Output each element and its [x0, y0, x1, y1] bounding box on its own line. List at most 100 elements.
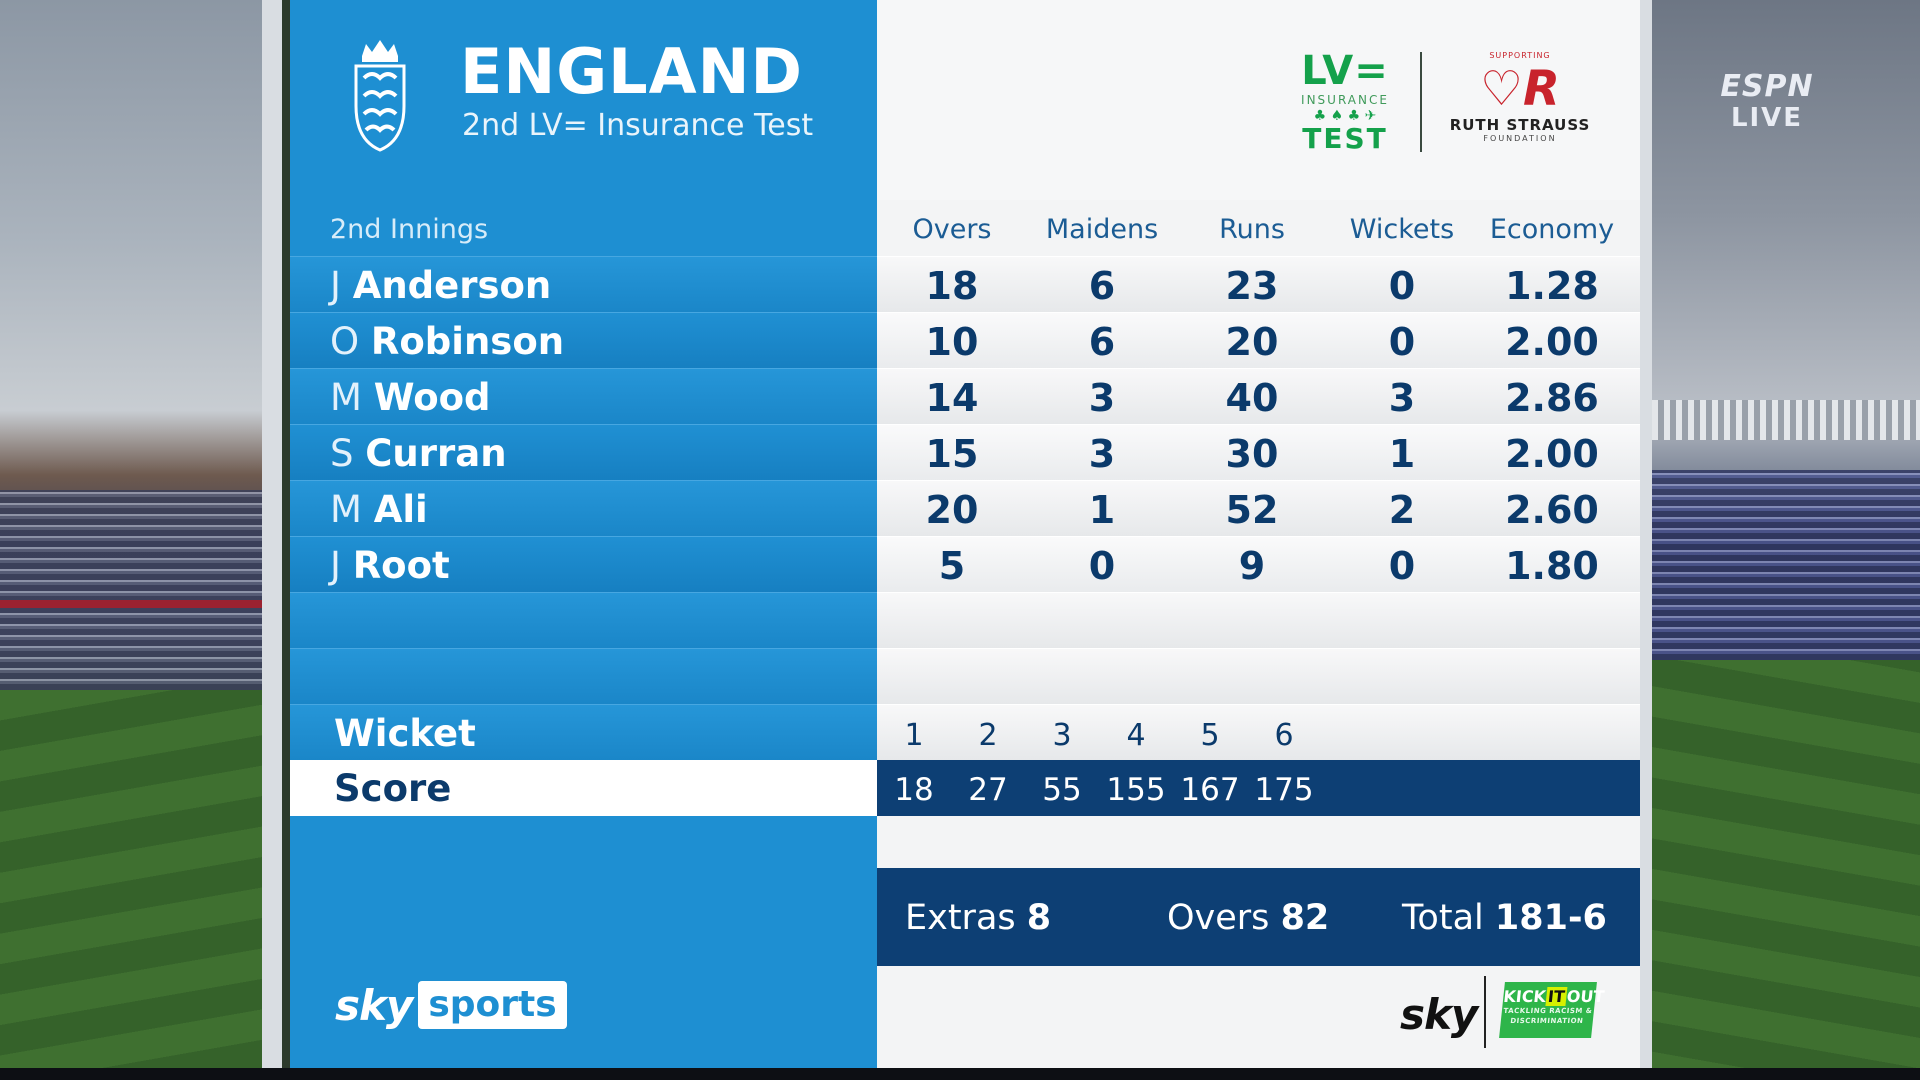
overs-label: Overs [1167, 898, 1270, 938]
economy-cell: 1.80 [1505, 544, 1599, 588]
row-left: Wicket [290, 704, 877, 761]
table-header-row: 2nd Innings Overs Maidens Runs Wickets E… [290, 200, 1640, 256]
overs-total: Overs 82 [1167, 898, 1329, 938]
outfield-right [1640, 660, 1920, 1080]
wickets-cell: 1 [1388, 432, 1416, 476]
fow-score: 155 [1106, 772, 1166, 808]
stand-roof-right [1640, 400, 1920, 440]
kick-it-out-logo: KICKITOUT TACKLING RACISM & DISCRIMINATI… [1499, 982, 1605, 1038]
bowler-surname: Anderson [352, 264, 552, 307]
row-left: O Robinson [290, 312, 877, 369]
row-right: 5 0 9 0 1.80 [877, 536, 1640, 593]
table-row: S Curran 15 3 30 1 2.00 [290, 424, 1640, 481]
row-left: M Ali [290, 480, 877, 537]
sky-wordmark: sky [335, 980, 413, 1030]
total-label: Total [1402, 898, 1484, 938]
row-right: 15 3 30 1 2.00 [877, 424, 1640, 481]
header-row-right: Overs Maidens Runs Wickets Economy [877, 200, 1640, 256]
overs-cell: 14 [925, 376, 979, 420]
row-left [290, 592, 877, 649]
runs-cell: 52 [1225, 488, 1279, 532]
maidens-cell: 6 [1088, 320, 1116, 364]
row-right: 10 6 20 0 2.00 [877, 312, 1640, 369]
overs-cell: 18 [925, 264, 979, 308]
row-right: 20 1 52 2 2.60 [877, 480, 1640, 537]
header-row-left: 2nd Innings [290, 200, 877, 256]
bowler-surname: Wood [373, 376, 491, 419]
bowler-name: J Root [330, 545, 450, 587]
row-right: 18 6 23 0 1.28 [877, 256, 1640, 313]
col-wickets: Wickets [1349, 214, 1455, 245]
row-left: S Curran [290, 424, 877, 481]
sky-sports-logo: sky sports [335, 980, 567, 1030]
sports-wordmark: sports [418, 981, 567, 1029]
economy-cell: 2.60 [1505, 488, 1599, 532]
wickets-cell: 2 [1388, 488, 1416, 532]
economy-cell: 1.28 [1505, 264, 1599, 308]
stadium-left-view [0, 0, 282, 1080]
rs-supporting-text: SUPPORTING [1489, 51, 1551, 60]
empty-row [290, 648, 1640, 705]
table-row: O Robinson 10 6 20 0 2.00 [290, 312, 1640, 369]
fow-score: 167 [1180, 772, 1240, 808]
score-label: Score [334, 767, 452, 810]
frame-edge-right [1640, 0, 1652, 1080]
economy-cell: 2.86 [1505, 376, 1599, 420]
lv-insurance-test-logo: LV= INSURANCE ♣ ♠ ♣ ✈ TEST [1295, 50, 1395, 154]
extras-value: 8 [1026, 898, 1052, 938]
overs-value: 82 [1280, 898, 1330, 938]
fow-score: 18 [894, 772, 934, 808]
bowling-scorecard: ENGLAND 2nd LV= Insurance Test LV= INSUR… [290, 0, 1640, 1068]
wicket-label: Wicket [334, 712, 476, 755]
advertising-board-left [0, 600, 270, 608]
bowler-name: O Robinson [330, 321, 564, 363]
runs-cell: 30 [1225, 432, 1279, 476]
innings-label: 2nd Innings [330, 214, 489, 245]
wicket-number: 2 [978, 718, 998, 753]
kio-wordmark: KICKITOUT [1502, 982, 1605, 1006]
row-left: J Root [290, 536, 877, 593]
bowler-initial: O [330, 320, 360, 363]
wicket-number: 6 [1274, 718, 1294, 753]
table-row: J Root 5 0 9 0 1.80 [290, 536, 1640, 593]
table-row: M Ali 20 1 52 2 2.60 [290, 480, 1640, 537]
bowler-name: S Curran [330, 433, 507, 475]
kio-tagline: TACKLING RACISM & DISCRIMINATION [1503, 1007, 1593, 1025]
header-sponsor-block [877, 0, 1640, 206]
wicket-number: 5 [1200, 718, 1220, 753]
spacer [877, 816, 1640, 868]
bowler-initial: M [330, 488, 362, 531]
bowler-surname: Robinson [370, 320, 565, 363]
empty-row [290, 592, 1640, 649]
bowler-name: M Ali [330, 489, 428, 531]
lv-test-text: TEST [1302, 122, 1388, 155]
wicket-number: 1 [904, 718, 924, 753]
sponsor-divider [1420, 52, 1422, 152]
economy-cell: 2.00 [1505, 320, 1599, 364]
live-label: LIVE [1730, 103, 1804, 133]
wicket-number: 3 [1052, 718, 1072, 753]
economy-cell: 2.00 [1505, 432, 1599, 476]
stadium-right-view [1640, 0, 1920, 1080]
espn-logo-text: ESPN [1720, 69, 1814, 104]
wickets-cell: 0 [1388, 264, 1416, 308]
row-left: M Wood [290, 368, 877, 425]
table-row: J Anderson 18 6 23 0 1.28 [290, 256, 1640, 313]
runs-cell: 9 [1238, 544, 1266, 588]
heart-icon: ♡R [1480, 61, 1560, 117]
overs-cell: 5 [938, 544, 966, 588]
frame-edge-left [262, 0, 282, 1080]
maidens-cell: 1 [1088, 488, 1116, 532]
col-maidens: Maidens [1045, 214, 1159, 245]
bowler-name: J Anderson [330, 265, 551, 307]
row-right [877, 648, 1640, 705]
row-left: Score [290, 760, 877, 816]
total-value: 181-6 [1494, 898, 1607, 938]
runs-cell: 23 [1225, 264, 1279, 308]
bowler-surname: Root [352, 544, 450, 587]
ecb-crest-icon [354, 40, 406, 152]
row-right: 1 2 3 4 5 6 [877, 704, 1640, 761]
bowler-initial: J [330, 264, 341, 307]
row-left: J Anderson [290, 256, 877, 313]
